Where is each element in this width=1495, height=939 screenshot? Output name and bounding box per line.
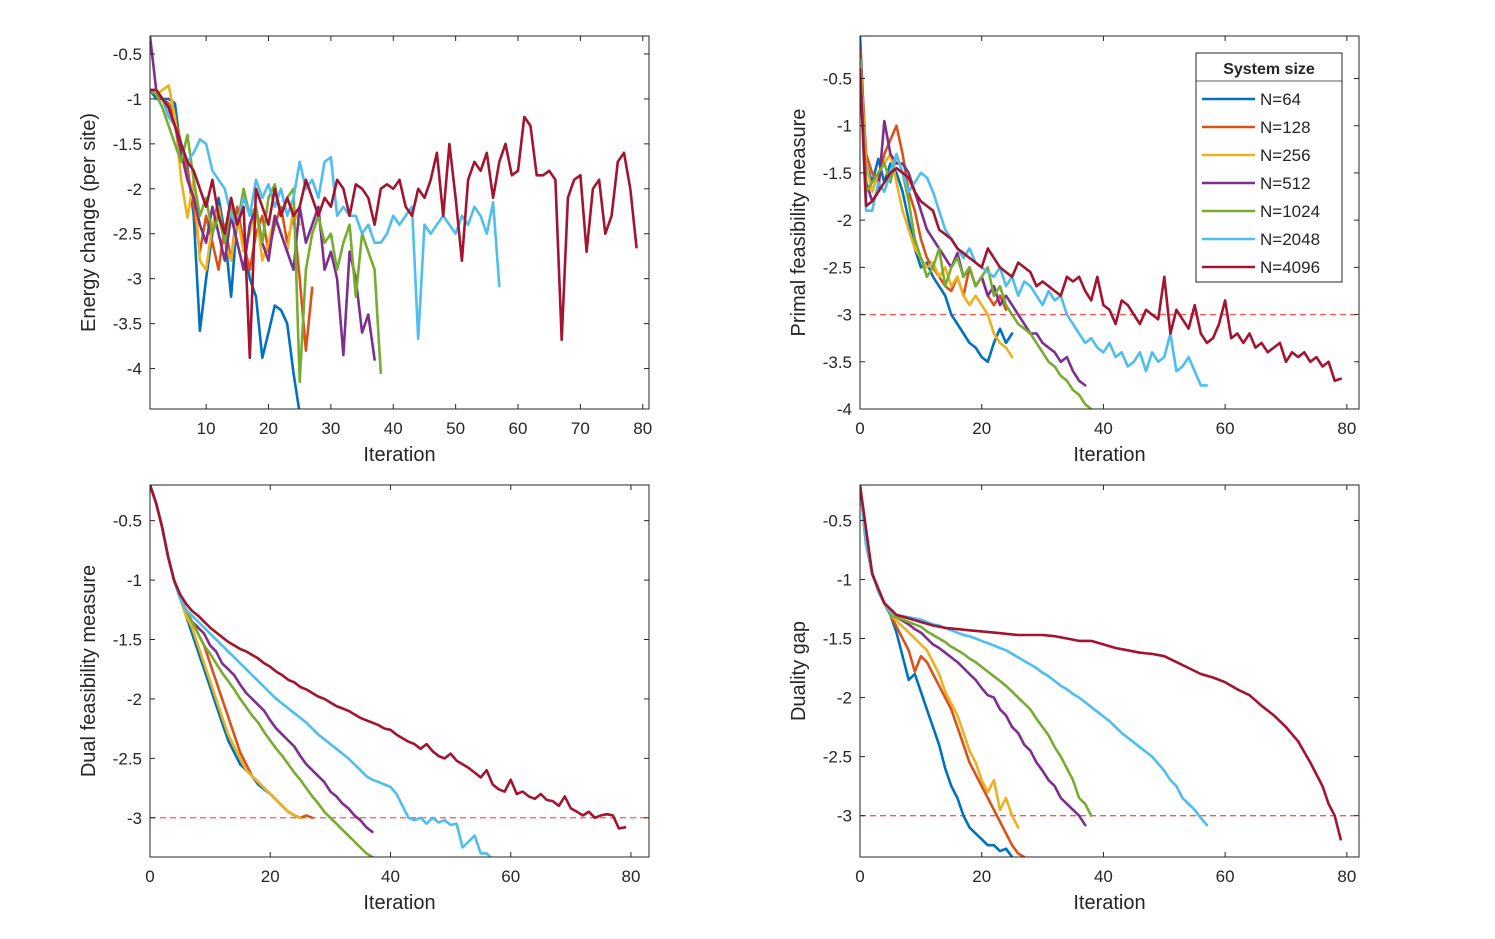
series-line-n-256	[860, 58, 1014, 359]
duality-gap-chart: 0 20 40 60 80 -0.5 -1 -1.5 -2 -2.5 -3 Iteration Dual…	[788, 484, 1360, 914]
x-axis-label: Iteration	[363, 892, 435, 914]
y-axis-label: Energy change (per site)	[78, 113, 100, 332]
y-tick-label: -0.5	[113, 512, 142, 531]
x-tick-label: 40	[1094, 419, 1113, 438]
x-tick-label: 0	[855, 867, 864, 886]
x-tick-label: 60	[1216, 419, 1235, 438]
y-tick-label: -2.5	[113, 749, 142, 768]
series-line-n-1024	[860, 485, 1093, 818]
x-tick-label: 30	[321, 419, 340, 438]
y-tick-label: -4	[127, 360, 142, 379]
legend-entry-label: N=4096	[1260, 258, 1320, 277]
y-tick-label: -2.5	[823, 258, 852, 277]
legend-entry-label: N=128	[1260, 118, 1311, 137]
y-tick-label: -1	[837, 570, 852, 589]
x-axis-label: Iteration	[1073, 444, 1145, 466]
x-tick-label: 80	[1337, 867, 1356, 886]
x-tick-label: 40	[384, 419, 403, 438]
energy-change-chart: 10 20 30 40 50 60 70 80 -0.5 -1 -1.5 -2 -2.5 -3 -3.5 -4…	[78, 35, 652, 466]
series-line-n-2048	[150, 88, 501, 341]
x-tick-label: 80	[633, 419, 652, 438]
x-tick-label: 20	[972, 419, 991, 438]
y-tick-label: -1.5	[823, 164, 852, 183]
plot-area	[860, 485, 1359, 857]
series-line-n-1024	[150, 88, 383, 384]
y-tick-label: -0.5	[113, 45, 142, 64]
series-line-n-1024	[150, 485, 375, 857]
y-tick-label: -2	[837, 689, 852, 708]
legend-entry-label: N=1024	[1260, 202, 1320, 221]
x-tick-label: 80	[1337, 419, 1356, 438]
x-tick-label: 40	[381, 867, 400, 886]
y-tick-label: -1.5	[823, 630, 852, 649]
y-tick-label: -0.5	[823, 511, 852, 530]
y-tick-label: -1	[127, 571, 142, 590]
x-tick-label: 0	[855, 419, 864, 438]
y-tick-label: -4	[837, 400, 852, 419]
legend-entry-label: N=2048	[1260, 230, 1320, 249]
axes-box	[149, 35, 650, 410]
plot-area	[150, 485, 649, 857]
y-axis-label: Primal feasibility measure	[788, 109, 810, 337]
x-tick-label: 80	[622, 867, 641, 886]
x-tick-label: 20	[972, 867, 991, 886]
series-line-n-2048	[150, 485, 493, 857]
y-axis-label: Dual feasibility measure	[78, 565, 100, 777]
y-tick-label: -2	[127, 180, 142, 199]
y-tick-label: -0.5	[823, 69, 852, 88]
series-line-n-2048	[860, 67, 1209, 387]
y-tick-label: -2	[127, 690, 142, 709]
legend-entry-label: N=256	[1260, 146, 1311, 165]
y-tick-label: -2.5	[113, 225, 142, 244]
x-axis-label: Iteration	[363, 444, 435, 466]
x-tick-label: 70	[571, 419, 590, 438]
x-tick-label: 0	[145, 867, 154, 886]
x-tick-label: 10	[197, 419, 216, 438]
y-tick-label: -2	[837, 211, 852, 230]
y-tick-label: -3.5	[823, 353, 852, 372]
y-tick-label: -1	[837, 117, 852, 136]
axes-box	[859, 484, 1360, 858]
x-tick-label: 20	[261, 867, 280, 886]
x-tick-label: 60	[509, 419, 528, 438]
legend-entry-label: N=512	[1260, 174, 1311, 193]
x-tick-label: 50	[446, 419, 465, 438]
y-tick-label: -1.5	[113, 631, 142, 650]
x-axis-label: Iteration	[1073, 892, 1145, 914]
y-tick-label: -1.5	[113, 135, 142, 154]
y-tick-label: -3	[837, 306, 852, 325]
y-tick-label: -1	[127, 90, 142, 109]
y-tick-label: -3	[127, 270, 142, 289]
series-line-n-2048	[860, 485, 1209, 827]
dual-feasibility-chart: 0 20 40 60 80 -0.5 -1 -1.5 -2 -2.5 -3 Iteration Dual…	[78, 484, 650, 914]
x-tick-label: 20	[259, 419, 278, 438]
y-tick-label: -3	[127, 809, 142, 828]
x-tick-label: 60	[1216, 867, 1235, 886]
legend-box	[1195, 52, 1343, 283]
y-tick-label: -3.5	[113, 315, 142, 334]
axes-box	[149, 484, 650, 858]
legend: System size N=64 N=128 N=256 N=512 N=1024 N=2…	[1195, 52, 1343, 283]
series-line-n-4096	[150, 485, 627, 830]
series-line-n-4096	[150, 88, 638, 360]
x-tick-label: 40	[1094, 867, 1113, 886]
y-axis-label: Duality gap	[788, 621, 810, 721]
x-tick-label: 60	[501, 867, 520, 886]
y-tick-label: -3	[837, 807, 852, 826]
y-tick-label: -2.5	[823, 748, 852, 767]
legend-entry-label: N=64	[1260, 90, 1301, 109]
series-line-n-4096	[860, 67, 1342, 383]
legend-title: System size	[1223, 61, 1315, 78]
series-line-n-4096	[860, 485, 1342, 841]
axes-box	[859, 35, 1360, 410]
